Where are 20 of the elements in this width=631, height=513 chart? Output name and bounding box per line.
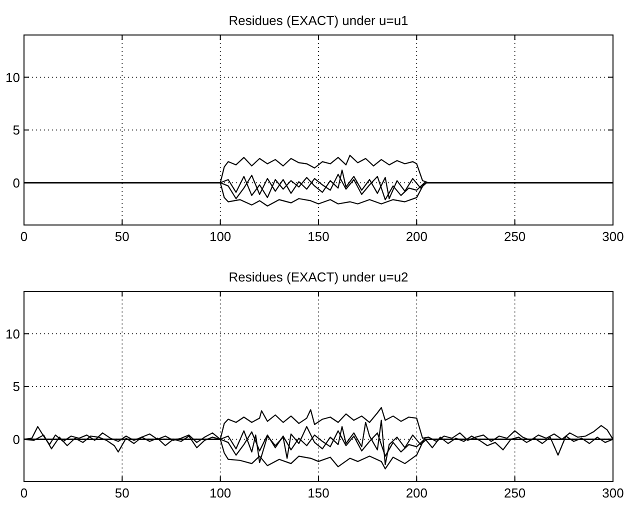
chart-title: Residues (EXACT) under u=u2 bbox=[228, 270, 408, 284]
y-tick-label: 0 bbox=[12, 432, 20, 447]
x-tick-label: 200 bbox=[406, 229, 428, 244]
x-tick-label: 200 bbox=[406, 486, 428, 500]
x-tick-label: 150 bbox=[308, 229, 330, 244]
x-tick-label: 100 bbox=[209, 486, 232, 500]
y-tick-label: 5 bbox=[12, 122, 20, 138]
y-tick-label: 10 bbox=[6, 326, 20, 342]
x-tick-label: 250 bbox=[504, 486, 526, 500]
y-tick-label: 5 bbox=[12, 379, 20, 394]
x-tick-label: 100 bbox=[209, 229, 232, 244]
chart-title: Residues (EXACT) under u=u1 bbox=[228, 13, 408, 28]
x-tick-label: 150 bbox=[308, 486, 330, 500]
y-tick-label: 10 bbox=[6, 70, 20, 85]
x-tick-label: 250 bbox=[504, 229, 526, 244]
x-tick-label: 50 bbox=[114, 486, 130, 500]
x-tick-label: 50 bbox=[114, 229, 130, 244]
x-tick-label: 300 bbox=[602, 229, 624, 244]
y-tick-label: 0 bbox=[12, 175, 20, 190]
x-tick-label: 300 bbox=[602, 486, 624, 500]
